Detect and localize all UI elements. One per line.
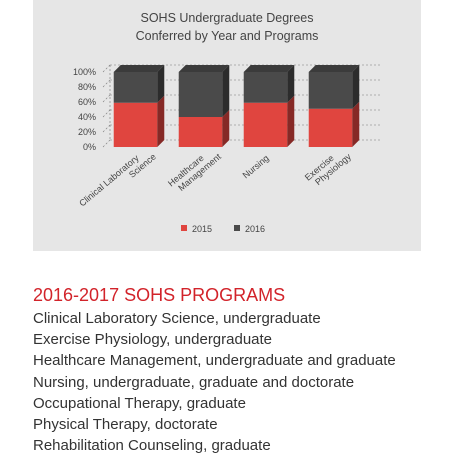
bar-top	[178, 65, 230, 72]
bar-segment	[178, 72, 223, 117]
programs-section: 2016-2017 SOHS PROGRAMS Clinical Laborat…	[33, 283, 443, 456]
bar-top	[308, 65, 360, 72]
chart-title: SOHS Undergraduate Degrees	[140, 11, 314, 25]
grid-connector	[102, 139, 111, 148]
bar-segment	[308, 108, 353, 147]
program-item: Physical Therapy, doctorate	[33, 416, 218, 434]
bar-side	[352, 101, 360, 147]
bar-segment	[308, 72, 353, 109]
x-category-label: Clinical LaboratoryScience	[77, 144, 158, 216]
bar-segment	[243, 72, 288, 103]
bar-segment	[113, 72, 158, 103]
program-item: Healthcare Management, undergraduate and…	[33, 352, 396, 370]
y-tick-label: 60%	[78, 97, 96, 107]
bar-top	[113, 65, 165, 72]
y-tick-label: 80%	[78, 82, 96, 92]
grid-connector	[102, 64, 111, 73]
legend-swatch	[234, 225, 240, 231]
y-tick-label: 20%	[78, 127, 96, 137]
y-tick-label: 0%	[83, 142, 96, 152]
legend-swatch	[181, 225, 187, 231]
bar-top	[243, 65, 295, 72]
bar-side	[222, 65, 230, 117]
x-category-label: ExercisePhysiology	[303, 144, 353, 191]
grid-connector	[102, 79, 111, 88]
program-item: Nursing, undergraduate, graduate and doc…	[33, 373, 355, 391]
program-list: Clinical Laboratory Science, undergradua…	[33, 308, 443, 456]
bar-side	[222, 110, 230, 147]
grid-connector	[102, 109, 111, 118]
x-category-label: HealthcareManagement	[166, 144, 223, 197]
bar-side	[352, 65, 360, 109]
bar-side	[157, 65, 165, 103]
chart-subtitle: Conferred by Year and Programs	[135, 29, 319, 43]
grid-connector	[102, 94, 111, 103]
chart-panel: SOHS Undergraduate Degrees Conferred by …	[33, 0, 421, 251]
legend-label: 2015	[192, 224, 212, 234]
y-tick-label: 40%	[78, 112, 96, 122]
program-item: Clinical Laboratory Science, undergradua…	[33, 310, 321, 327]
stacked-bar-chart: 100% 80% 60% 40% 20% 0%Clinical LaboratorySci…	[73, 64, 380, 234]
bar-side	[287, 95, 295, 147]
y-tick-label: 100%	[73, 67, 96, 77]
legend-label: 2016	[245, 224, 265, 234]
x-category-label: Nursing	[241, 153, 271, 181]
program-item: Exercise Physiology, undergraduate	[33, 331, 273, 349]
bar-segment	[178, 117, 223, 147]
grid-connector	[102, 124, 111, 133]
programs-heading: 2016-2017 SOHS PROGRAMS	[33, 285, 286, 305]
program-item: Occupational Therapy, graduate	[33, 394, 246, 412]
program-item: Rehabilitation Counseling, graduate	[33, 437, 271, 455]
bar-side	[157, 95, 165, 147]
bar-segment	[113, 102, 158, 147]
bar-segment	[243, 102, 288, 147]
bar-side	[287, 65, 295, 103]
